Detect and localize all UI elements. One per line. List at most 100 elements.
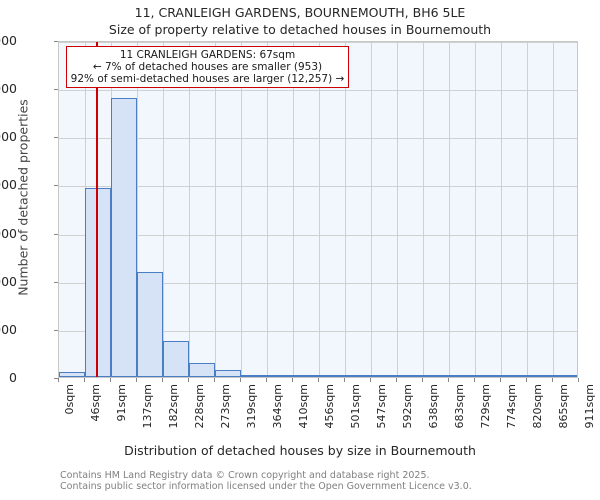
gridline-horizontal xyxy=(59,90,577,92)
page-title: 11, CRANLEIGH GARDENS, BOURNEMOUTH, BH6 … xyxy=(134,5,466,20)
histogram-bar xyxy=(293,375,319,377)
x-tick-mark xyxy=(578,378,579,382)
annotation-line-3: 92% of semi-detached houses are larger (… xyxy=(70,73,345,85)
y-tick-mark xyxy=(54,137,58,139)
x-tick-mark xyxy=(500,378,501,382)
histogram-bar xyxy=(267,375,293,377)
gridline-vertical xyxy=(267,42,268,377)
histogram-bar xyxy=(137,272,163,377)
x-tick-label: 547sqm xyxy=(375,384,388,429)
gridline-vertical xyxy=(163,42,164,377)
chart-titles: 11, CRANLEIGH GARDENS, BOURNEMOUTH, BH6 … xyxy=(0,4,600,38)
x-tick-label: 410sqm xyxy=(297,384,310,429)
x-tick-label: 729sqm xyxy=(479,384,492,429)
histogram-bar xyxy=(527,375,553,377)
attribution-footer: Contains HM Land Registry data © Crown c… xyxy=(60,470,600,492)
y-tick-label: 2000 xyxy=(0,273,17,289)
histogram-bar xyxy=(397,375,423,377)
x-tick-label: 91sqm xyxy=(115,384,128,422)
gridline-horizontal xyxy=(59,42,577,43)
gridline-vertical xyxy=(137,42,138,377)
x-tick-mark xyxy=(136,378,137,382)
gridline-vertical xyxy=(527,42,528,377)
x-tick-label: 683sqm xyxy=(453,384,466,429)
histogram-bar xyxy=(501,375,527,377)
chart-subtitle: Size of property relative to detached ho… xyxy=(108,22,492,37)
plot-area xyxy=(58,41,578,378)
plot-inner xyxy=(59,42,577,377)
x-tick-mark xyxy=(370,378,371,382)
gridline-vertical xyxy=(553,42,554,377)
x-tick-mark xyxy=(58,378,59,382)
y-tick-label: 6000 xyxy=(0,81,17,97)
property-marker-line xyxy=(96,42,99,377)
annotation-line-2: ← 7% of detached houses are smaller (953… xyxy=(92,61,323,73)
gridline-vertical xyxy=(371,42,372,377)
gridline-horizontal xyxy=(59,330,577,332)
x-axis-label: Distribution of detached houses by size … xyxy=(124,443,476,458)
x-tick-mark xyxy=(214,378,215,382)
gridline-vertical xyxy=(423,42,424,377)
y-tick-label: 7000 xyxy=(0,33,17,48)
gridline-vertical xyxy=(189,42,190,377)
y-tick-mark xyxy=(54,281,58,283)
x-tick-label: 638sqm xyxy=(427,384,440,429)
y-tick-mark xyxy=(54,233,58,235)
y-axis-label: Number of detached properties xyxy=(15,99,31,296)
gridline-horizontal xyxy=(59,234,577,236)
annotation-line-1: 11 CRANLEIGH GARDENS: 67sqm xyxy=(119,49,296,61)
x-tick-mark xyxy=(474,378,475,382)
histogram-bar xyxy=(189,363,215,377)
x-tick-mark xyxy=(552,378,553,382)
x-tick-label: 46sqm xyxy=(89,384,102,422)
x-tick-label: 364sqm xyxy=(271,384,284,429)
gridline-horizontal xyxy=(59,282,577,284)
gridline-vertical xyxy=(449,42,450,377)
x-tick-label: 182sqm xyxy=(167,384,180,429)
x-tick-mark xyxy=(448,378,449,382)
gridline-horizontal xyxy=(59,186,577,188)
x-tick-label: 228sqm xyxy=(193,384,206,429)
histogram-bar xyxy=(475,375,501,377)
histogram-bar xyxy=(371,375,397,377)
x-tick-mark xyxy=(344,378,345,382)
x-tick-label: 319sqm xyxy=(245,384,258,429)
gridline-vertical xyxy=(241,42,242,377)
footer-line-1: Contains HM Land Registry data © Crown c… xyxy=(60,470,430,481)
gridline-vertical xyxy=(215,42,216,377)
x-tick-label: 456sqm xyxy=(323,384,336,429)
histogram-bar xyxy=(215,369,241,377)
histogram-bar xyxy=(423,375,449,377)
histogram-bar xyxy=(345,375,371,377)
y-tick-mark xyxy=(54,89,58,91)
histogram-bar xyxy=(163,340,189,377)
x-tick-mark xyxy=(396,378,397,382)
gridline-vertical xyxy=(293,42,294,377)
x-tick-mark xyxy=(422,378,423,382)
x-tick-mark xyxy=(240,378,241,382)
x-tick-mark xyxy=(188,378,189,382)
y-tick-mark xyxy=(54,378,58,379)
x-tick-label: 865sqm xyxy=(557,384,570,429)
footer-line-2: Contains public sector information licen… xyxy=(60,481,472,492)
x-tick-mark xyxy=(162,378,163,382)
histogram-bar xyxy=(319,375,345,377)
x-tick-mark xyxy=(110,378,111,382)
x-tick-label: 820sqm xyxy=(531,384,544,429)
histogram-bar xyxy=(449,375,475,377)
x-tick-mark xyxy=(266,378,267,382)
y-tick-label: 1000 xyxy=(0,321,17,337)
x-tick-mark xyxy=(84,378,85,382)
y-tick-mark xyxy=(54,185,58,187)
gridline-horizontal xyxy=(59,138,577,140)
x-tick-label: 911sqm xyxy=(583,384,596,429)
x-tick-label: 592sqm xyxy=(401,384,414,429)
x-tick-mark xyxy=(292,378,293,382)
x-tick-label: 0sqm xyxy=(63,384,76,415)
x-tick-mark xyxy=(526,378,527,382)
x-tick-label: 774sqm xyxy=(505,384,518,429)
histogram-bar xyxy=(553,375,577,377)
histogram-bar xyxy=(59,372,85,377)
gridline-vertical xyxy=(319,42,320,377)
